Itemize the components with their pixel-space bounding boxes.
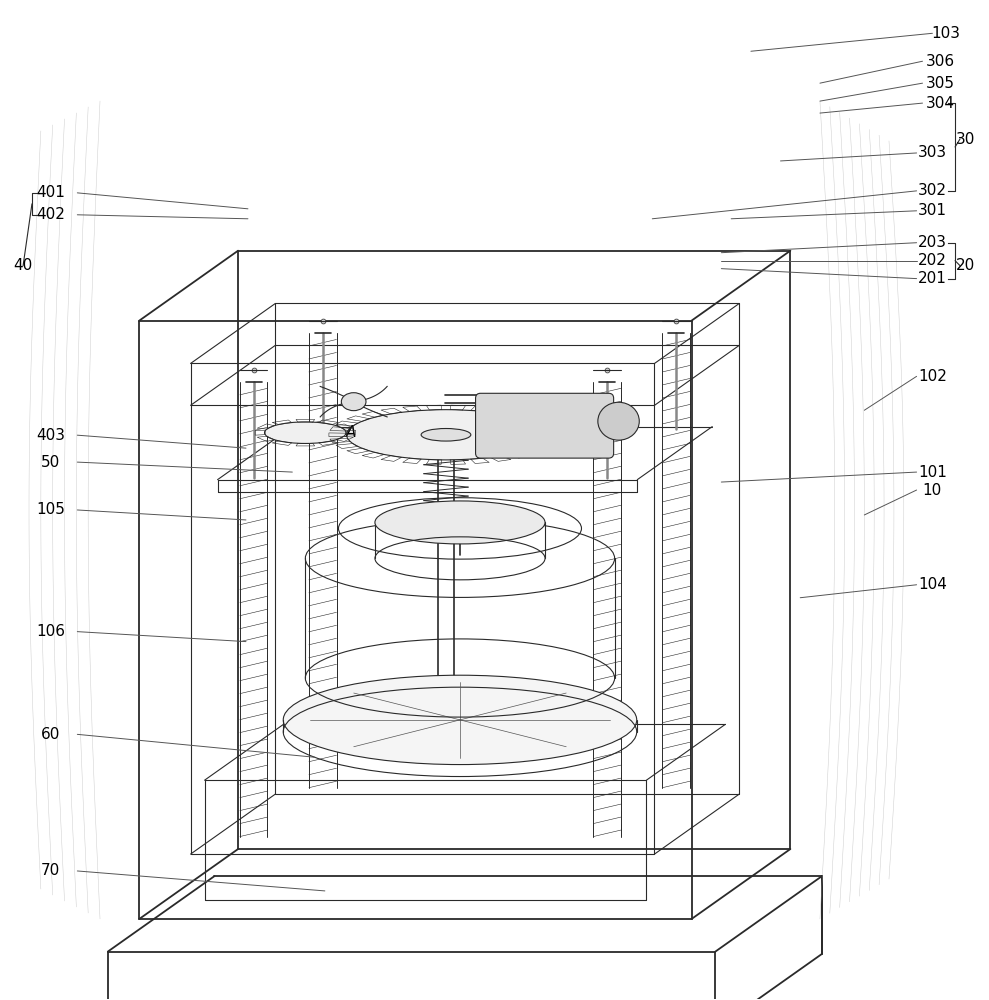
Text: 105: 105 <box>37 502 65 517</box>
Text: 304: 304 <box>926 96 954 111</box>
Text: 20: 20 <box>956 258 975 273</box>
Text: 50: 50 <box>42 455 60 470</box>
Text: A: A <box>346 425 357 440</box>
Ellipse shape <box>375 501 545 544</box>
FancyBboxPatch shape <box>476 393 613 458</box>
Text: 30: 30 <box>956 132 975 147</box>
Text: 70: 70 <box>42 863 60 878</box>
Text: 302: 302 <box>918 183 946 198</box>
Text: 201: 201 <box>918 271 946 286</box>
Text: 303: 303 <box>918 145 946 160</box>
Ellipse shape <box>598 402 639 440</box>
Ellipse shape <box>283 675 637 765</box>
Ellipse shape <box>341 393 366 411</box>
Ellipse shape <box>346 410 545 460</box>
Text: 101: 101 <box>918 465 946 480</box>
Text: 403: 403 <box>37 428 65 443</box>
Text: 40: 40 <box>14 258 33 273</box>
Text: B: B <box>420 524 431 539</box>
Text: 401: 401 <box>37 185 65 200</box>
Text: 10: 10 <box>923 483 942 498</box>
Text: 306: 306 <box>926 54 954 69</box>
Ellipse shape <box>264 422 346 443</box>
Text: 103: 103 <box>932 26 960 41</box>
Text: 60: 60 <box>41 727 60 742</box>
Text: 203: 203 <box>918 235 946 250</box>
Text: 106: 106 <box>37 624 65 639</box>
Ellipse shape <box>421 428 471 441</box>
Text: 301: 301 <box>918 203 946 218</box>
Text: 402: 402 <box>37 207 65 222</box>
Text: 202: 202 <box>918 253 946 268</box>
Text: 104: 104 <box>918 577 946 592</box>
Text: 305: 305 <box>926 76 954 91</box>
Text: 102: 102 <box>918 369 946 384</box>
